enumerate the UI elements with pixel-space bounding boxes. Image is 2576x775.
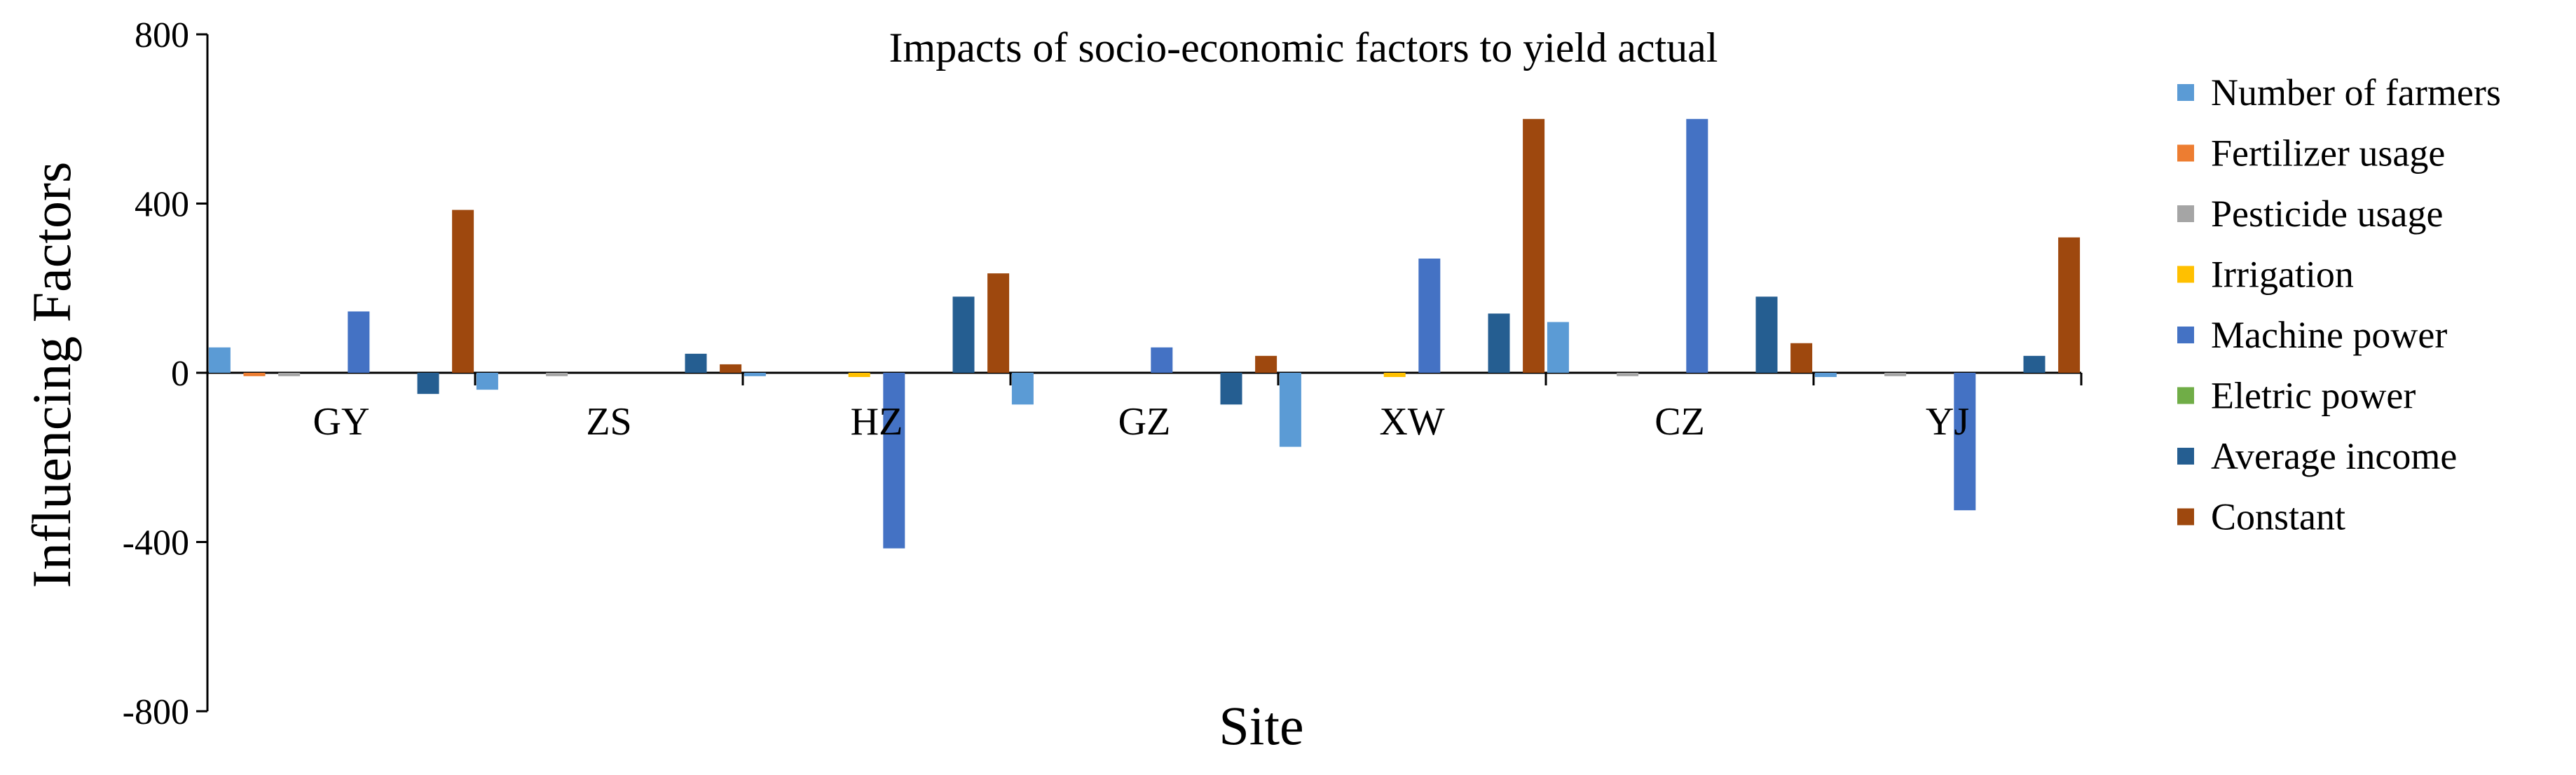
x-axis-label: Site xyxy=(1219,695,1303,756)
bar-xw-machine-power xyxy=(1418,258,1441,373)
bar-cz-constant xyxy=(1790,343,1813,373)
legend-swatch xyxy=(2177,84,2194,101)
x-tick-label: XW xyxy=(1379,400,1444,444)
y-tick-label: -800 xyxy=(123,692,189,732)
bar-hz-number-of-farmers xyxy=(744,373,766,376)
bar-cz-machine-power xyxy=(1686,118,1708,373)
legend-label: Eletric power xyxy=(2211,375,2416,417)
bar-hz-machine-power xyxy=(883,373,905,549)
legend-label: Number of farmers xyxy=(2211,71,2501,114)
bar-cz-number-of-farmers xyxy=(1547,322,1569,373)
bar-zs-average-income xyxy=(685,353,707,373)
bar-cz-average-income xyxy=(1755,296,1778,373)
bar-gy-fertilizer-usage xyxy=(243,373,266,376)
bar-gz-average-income xyxy=(1220,373,1242,405)
legend-swatch xyxy=(2177,387,2194,404)
y-tick-label: -400 xyxy=(123,523,189,563)
bar-gy-constant xyxy=(452,210,474,373)
legend-swatch xyxy=(2177,327,2194,343)
chart-title: Impacts of socio-economic factors to yie… xyxy=(889,25,1718,71)
x-tick-label: HZ xyxy=(851,400,903,444)
tick-labels: -800 -400 0 400 800 GY ZS HZ GZ XW CZ YJ xyxy=(123,15,1969,732)
bar-xw-irrigation xyxy=(1383,373,1406,378)
bar-yj-average-income xyxy=(2023,355,2046,373)
x-tick-label: GZ xyxy=(1118,400,1171,444)
x-tick-label: CZ xyxy=(1654,400,1705,444)
bar-yj-machine-power xyxy=(1954,373,1976,511)
bar-cz-pesticide-usage xyxy=(1617,373,1639,376)
y-tick-label: 0 xyxy=(171,354,189,394)
bar-gz-constant xyxy=(1255,355,1277,373)
x-tick-label: GY xyxy=(313,400,370,444)
bar-gy-average-income xyxy=(417,373,439,395)
bar-yj-constant xyxy=(2058,237,2081,373)
legend-swatch xyxy=(2177,144,2194,162)
legend-label: Machine power xyxy=(2211,314,2447,356)
legend-swatch xyxy=(2177,266,2194,283)
legend-label: Irrigation xyxy=(2211,254,2354,296)
bar-hz-average-income xyxy=(952,296,975,373)
legend-swatch xyxy=(2177,448,2194,465)
bar-zs-number-of-farmers xyxy=(476,373,498,390)
x-tick-label: ZS xyxy=(586,400,631,444)
bar-gy-number-of-farmers xyxy=(208,347,231,373)
bar-xw-average-income xyxy=(1488,313,1510,373)
bar-hz-irrigation xyxy=(848,373,870,378)
bars xyxy=(208,118,2081,549)
bar-gy-pesticide-usage xyxy=(278,373,301,376)
legend-swatch xyxy=(2177,205,2194,222)
bar-gz-machine-power xyxy=(1151,347,1173,373)
y-tick-label: 400 xyxy=(135,185,189,225)
bar-yj-number-of-farmers xyxy=(1814,373,1837,378)
legend: Number of farmers Fertilizer usage Pestici… xyxy=(2177,71,2501,538)
legend-swatch xyxy=(2177,508,2194,526)
legend-label: Average income xyxy=(2211,435,2457,477)
bar-yj-pesticide-usage xyxy=(1884,373,1907,376)
y-axis-label: Influencing Factors xyxy=(21,162,82,589)
legend-label: Constant xyxy=(2211,496,2345,538)
x-tick-label: YJ xyxy=(1926,400,1969,444)
bar-gy-machine-power xyxy=(348,311,370,373)
bar-zs-pesticide-usage xyxy=(546,373,568,376)
bar-xw-number-of-farmers xyxy=(1279,373,1301,447)
legend-label: Pesticide usage xyxy=(2211,193,2443,235)
bar-zs-constant xyxy=(720,364,742,373)
legend-label: Fertilizer usage xyxy=(2211,132,2445,174)
y-tick-label: 800 xyxy=(135,15,189,55)
bar-gz-number-of-farmers xyxy=(1011,373,1034,405)
bar-xw-constant xyxy=(1523,118,1545,373)
bar-hz-constant xyxy=(987,273,1010,373)
